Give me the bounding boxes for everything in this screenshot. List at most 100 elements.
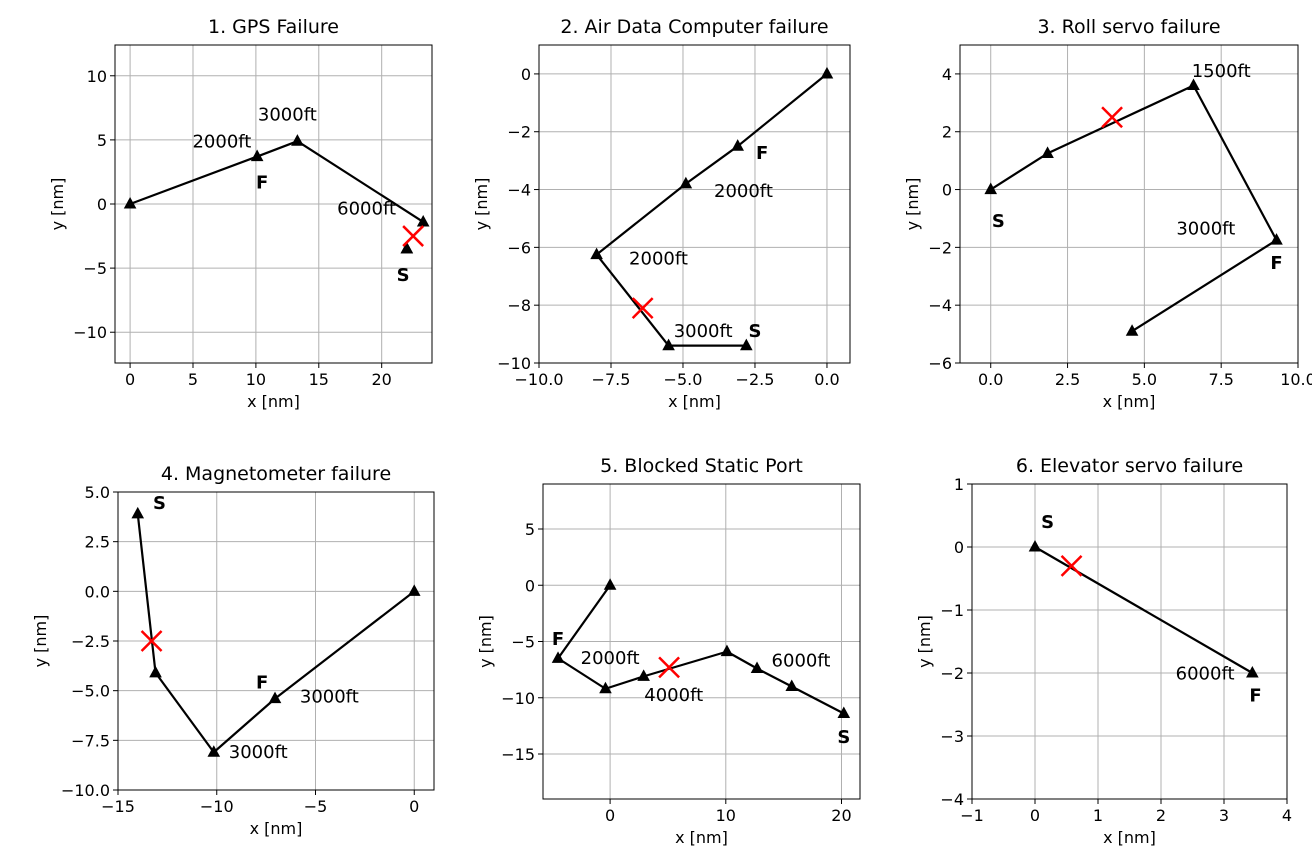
chart-2-xtick-label-0: −10.0 <box>514 370 563 389</box>
chart-6-ytick-label-3: −1 <box>940 601 964 620</box>
chart-2-failure-marker <box>631 297 654 319</box>
chart-1-series-0-point-0 <box>123 197 137 209</box>
chart-5-series-0-point-2 <box>599 681 612 694</box>
chart-2-xtick-label-1: −7.5 <box>592 370 631 389</box>
chart-5-xlabel: x [nm] <box>675 828 728 847</box>
chart-1-annotation-2: 6000ft <box>337 198 396 219</box>
chart-2-annotation-1: 2000ft <box>714 181 773 202</box>
chart-4-ytick-label-1: −7.5 <box>71 731 110 750</box>
chart-3-ytick-label-5: 4 <box>942 65 952 84</box>
chart-3-series-0-point-0 <box>984 182 998 195</box>
chart-5-annotation-0: F <box>552 629 564 650</box>
chart-4-ytick-label-0: −10.0 <box>61 781 110 800</box>
chart-6-ylabel: y [nm] <box>915 615 934 668</box>
chart-3-ytick-label-2: −2 <box>928 238 952 257</box>
chart-2-annotation-0: F <box>756 143 768 164</box>
chart-1-title: 1. GPS Failure <box>208 16 339 38</box>
chart-6-xtick-label-3: 2 <box>1156 806 1166 825</box>
chart-3-ylabel: y [nm] <box>903 178 922 231</box>
chart-4-annotation-3: 3000ft <box>229 742 288 763</box>
chart-3-xtick-label-3: 7.5 <box>1208 370 1233 389</box>
chart-6-annotation-0: S <box>1041 512 1054 533</box>
chart-1-xtick-label-1: 5 <box>188 370 198 389</box>
chart-2-xtick-label-3: −2.5 <box>736 370 775 389</box>
chart-5-series-0-point-3 <box>637 669 650 681</box>
chart-4-xtick-label-1: −10 <box>200 797 234 816</box>
chart-5: 0 10 20 −15 −10 −5 0 5 5. Blocked Static Port x [… <box>476 455 861 847</box>
chart-6-xlabel: x [nm] <box>1103 828 1156 847</box>
chart-1-xtick-label-4: 20 <box>372 370 392 389</box>
chart-2-series-0-point-5 <box>740 338 753 351</box>
chart-1-failure-marker <box>402 225 425 247</box>
chart-3-annotation-3: F <box>1270 253 1282 274</box>
chart-1-xlabel: x [nm] <box>247 392 300 411</box>
chart-4-series-0-point-4 <box>407 584 421 596</box>
chart-6-ytick-label-5: 1 <box>954 475 964 494</box>
chart-1-annotation-0: 2000ft <box>192 132 251 153</box>
chart-4-series-0-point-0 <box>131 506 145 519</box>
chart-1-annotation-3: F <box>256 173 268 194</box>
chart-3-xtick-label-2: 5.0 <box>1132 370 1157 389</box>
chart-3-failure-marker <box>1101 106 1123 129</box>
chart-5-ytick-label-1: −10 <box>501 689 535 708</box>
chart-3-xtick-label-1: 2.5 <box>1055 370 1080 389</box>
chart-1-ytick-label-4: 10 <box>87 67 107 86</box>
chart-5-annotation-3: 6000ft <box>772 650 831 671</box>
chart-2-annotation-4: S <box>748 321 761 342</box>
chart-3-ytick-label-3: 0 <box>942 181 952 200</box>
chart-1-ytick-label-3: 5 <box>97 131 107 150</box>
chart-6-xtick-label-4: 3 <box>1219 806 1229 825</box>
chart-3-annotation-0: 1500ft <box>1192 61 1251 82</box>
chart-2-ytick-label-4: −2 <box>507 123 531 142</box>
chart-6-axes-frame <box>971 483 1288 800</box>
chart-2-ytick-label-0: −10 <box>497 354 531 373</box>
chart-2-series-0-line <box>595 73 828 347</box>
chart-2-xlabel: x [nm] <box>668 392 721 411</box>
chart-2: −10.0 −7.5 −5.0 −2.5 0.0 −10 −8 −6 −4 −2 0 2. Air D… <box>472 16 851 411</box>
chart-6-ytick-label-4: 0 <box>954 538 964 557</box>
chart-1-xtick-label-3: 15 <box>309 370 329 389</box>
chart-5-series-0-point-4 <box>720 644 734 657</box>
chart-4-ytick-label-2: −5.0 <box>71 682 110 701</box>
chart-2-annotation-2: 2000ft <box>629 249 688 270</box>
chart-6-annotation-2: F <box>1249 685 1261 706</box>
chart-2-xtick-label-4: 0.0 <box>814 370 839 389</box>
chart-6-series-0-point-1 <box>1246 666 1259 678</box>
chart-4-ytick-label-6: 5.0 <box>85 483 110 502</box>
chart-4-series-0-line <box>136 513 415 754</box>
chart-5-annotation-1: 2000ft <box>581 648 640 669</box>
chart-6-ytick-label-1: −3 <box>940 727 964 746</box>
chart-5-series-0-point-1 <box>551 651 565 663</box>
chart-6-xtick-label-1: 0 <box>1030 806 1040 825</box>
chart-6-xtick-label-2: 1 <box>1093 806 1103 825</box>
chart-4-series-0-point-2 <box>207 745 221 757</box>
chart-5-ytick-label-4: 5 <box>525 520 535 539</box>
chart-2-series-0-point-1 <box>731 139 744 151</box>
chart-3-title: 3. Roll servo failure <box>1037 16 1220 38</box>
chart-2-series-0-point-3 <box>590 247 603 260</box>
chart-4-ylabel: y [nm] <box>31 615 50 668</box>
chart-3-ytick-label-4: 2 <box>942 123 952 142</box>
chart-6: −1 0 1 2 3 4 −4 −3 −2 −1 0 1 6. Elevator servo failu… <box>915 455 1292 847</box>
chart-6-ytick-label-2: −2 <box>940 664 964 683</box>
chart-4-series-0-point-3 <box>268 691 282 704</box>
chart-1-series-0-line <box>129 140 424 223</box>
chart-1-ytick-label-0: −10 <box>73 323 107 342</box>
chart-6-title: 6. Elevator servo failure <box>1016 455 1243 477</box>
chart-1-series-1-point-1 <box>400 241 414 254</box>
chart-4-xtick-label-0: −15 <box>101 797 135 816</box>
chart-2-axes-frame <box>538 44 851 364</box>
chart-4-annotation-0: S <box>153 493 166 514</box>
chart-2-ylabel: y [nm] <box>472 178 491 231</box>
chart-4-ytick-label-4: 0.0 <box>85 582 110 601</box>
chart-2-ytick-label-1: −8 <box>507 296 531 315</box>
chart-2-series-0-point-2 <box>679 176 693 189</box>
chart-1-series-0-point-1 <box>250 149 264 162</box>
chart-1-ytick-label-1: −5 <box>83 259 107 278</box>
chart-1-xtick-label-2: 10 <box>246 370 266 389</box>
chart-1-ytick-label-2: 0 <box>97 195 107 214</box>
chart-3-series-0-point-2 <box>1187 78 1200 91</box>
chart-1-annotation-1: 3000ft <box>258 105 317 126</box>
chart-5-ytick-label-3: 0 <box>525 576 535 595</box>
chart-4-ytick-label-3: −2.5 <box>71 632 110 651</box>
